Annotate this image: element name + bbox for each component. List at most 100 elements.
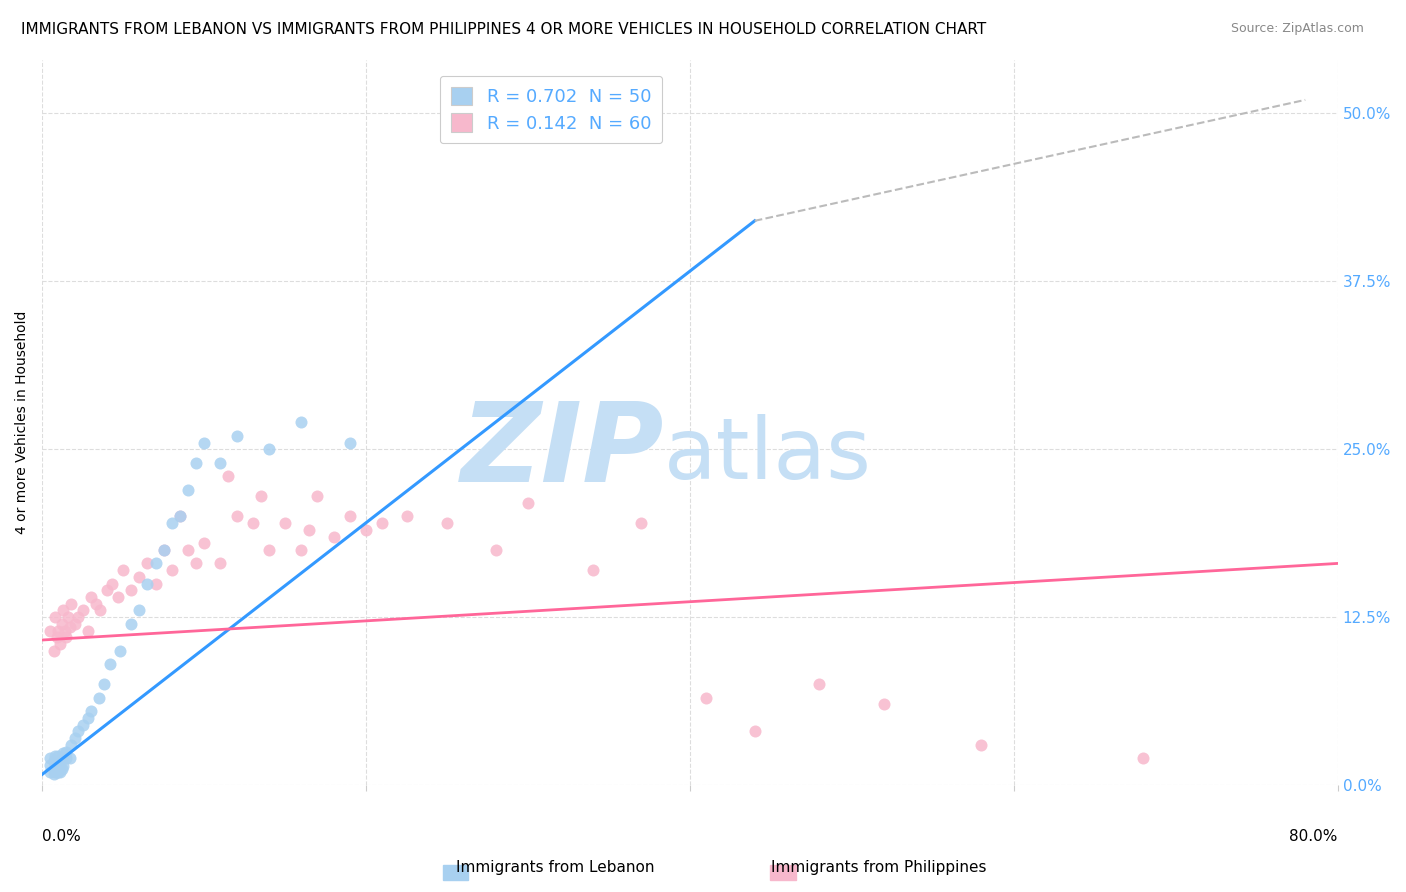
Point	[45, 764, 67, 779]
Point	[169, 509, 191, 524]
Point	[39, 758, 62, 772]
Point	[49, 756, 72, 771]
Point	[66, 610, 89, 624]
Point	[274, 516, 297, 530]
Point	[1132, 751, 1154, 765]
Point	[395, 509, 418, 524]
Point	[136, 557, 159, 571]
Point	[257, 442, 280, 457]
Point	[177, 483, 200, 497]
Point	[517, 496, 540, 510]
Point	[51, 751, 73, 765]
Point	[48, 624, 70, 638]
Point	[45, 630, 67, 644]
Text: IMMIGRANTS FROM LEBANON VS IMMIGRANTS FROM PHILIPPINES 4 OR MORE VEHICLES IN HOU: IMMIGRANTS FROM LEBANON VS IMMIGRANTS FR…	[21, 22, 987, 37]
Point	[307, 489, 329, 503]
Point	[96, 583, 118, 598]
Point	[39, 751, 62, 765]
Point	[298, 523, 321, 537]
Point	[48, 748, 70, 763]
Point	[225, 509, 247, 524]
Point	[160, 563, 183, 577]
Point	[339, 435, 361, 450]
Point	[322, 530, 344, 544]
Point	[80, 704, 103, 718]
Point	[101, 576, 124, 591]
Point	[484, 543, 506, 558]
Text: 0.0%: 0.0%	[42, 829, 82, 844]
Point	[152, 543, 174, 558]
Text: Source: ZipAtlas.com: Source: ZipAtlas.com	[1230, 22, 1364, 36]
Point	[66, 724, 89, 739]
Text: Immigrants from Lebanon: Immigrants from Lebanon	[456, 861, 655, 875]
Point	[63, 616, 86, 631]
Point	[72, 717, 94, 731]
Point	[60, 738, 83, 752]
Point	[93, 677, 115, 691]
Point	[242, 516, 264, 530]
Point	[128, 603, 150, 617]
Point	[52, 746, 75, 760]
Point	[55, 630, 77, 644]
Y-axis label: 4 or more Vehicles in Household: 4 or more Vehicles in Household	[15, 310, 30, 534]
Point	[108, 644, 131, 658]
Point	[695, 690, 717, 705]
Point	[42, 762, 65, 776]
Point	[120, 583, 142, 598]
Point	[193, 435, 215, 450]
Point	[582, 563, 605, 577]
Point	[44, 610, 66, 624]
Point	[184, 557, 207, 571]
Point	[51, 616, 73, 631]
Point	[76, 711, 98, 725]
Point	[55, 745, 77, 759]
Point	[89, 603, 111, 617]
Point	[209, 456, 232, 470]
Point	[53, 624, 76, 638]
Point	[808, 677, 831, 691]
Point	[290, 543, 312, 558]
Point	[44, 764, 66, 779]
Point	[48, 758, 70, 772]
Legend: R = 0.702  N = 50, R = 0.142  N = 60: R = 0.702 N = 50, R = 0.142 N = 60	[440, 76, 662, 144]
Point	[177, 543, 200, 558]
Point	[80, 590, 103, 604]
Point	[339, 509, 361, 524]
Point	[160, 516, 183, 530]
Point	[152, 543, 174, 558]
Point	[136, 576, 159, 591]
Point	[76, 624, 98, 638]
Point	[145, 576, 167, 591]
Point	[63, 731, 86, 745]
Point	[42, 767, 65, 781]
Point	[45, 756, 67, 771]
Point	[48, 762, 70, 776]
Point	[249, 489, 271, 503]
Point	[84, 597, 107, 611]
Text: Immigrants from Philippines: Immigrants from Philippines	[770, 861, 987, 875]
Point	[193, 536, 215, 550]
Point	[257, 543, 280, 558]
Point	[169, 509, 191, 524]
Point	[128, 570, 150, 584]
Point	[744, 724, 766, 739]
Point	[59, 619, 82, 633]
Point	[436, 516, 458, 530]
Point	[48, 764, 70, 779]
Point	[52, 759, 75, 773]
Point	[354, 523, 377, 537]
Point	[51, 762, 73, 776]
Point	[42, 754, 65, 768]
Point	[56, 610, 79, 624]
Point	[60, 597, 83, 611]
Point	[42, 644, 65, 658]
Point	[209, 557, 232, 571]
Point	[59, 751, 82, 765]
Point	[290, 415, 312, 429]
Point	[145, 557, 167, 571]
Point	[44, 748, 66, 763]
Point	[44, 759, 66, 773]
Point	[217, 469, 239, 483]
Point	[52, 603, 75, 617]
Point	[72, 603, 94, 617]
